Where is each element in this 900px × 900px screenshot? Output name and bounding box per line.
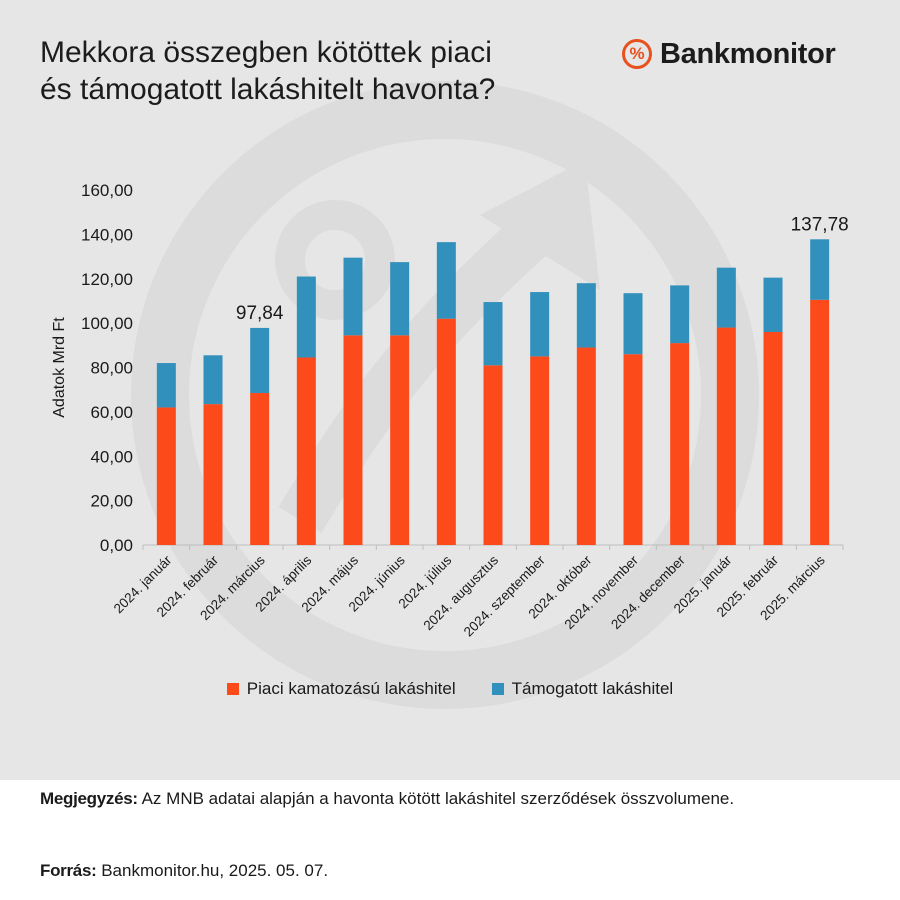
y-tick-label: 160,00 — [81, 181, 133, 200]
bar-segment-subsidized — [343, 257, 363, 336]
bar-segment-market — [670, 343, 690, 545]
bar-segment-subsidized — [296, 276, 316, 358]
chart-title: Mekkora összegben kötöttek piaci és támo… — [40, 34, 600, 108]
title-line-2: és támogatott lakáshitelt havonta? — [40, 73, 496, 106]
y-axis-title: Adatok Mrd Ft — [51, 317, 68, 418]
bar-segment-market — [576, 347, 596, 545]
y-tick-label: 20,00 — [90, 492, 133, 511]
legend-item-market: Piaci kamatozású lakáshitel — [226, 679, 456, 699]
bar-segment-market — [250, 393, 270, 545]
legend-swatch-subsidized — [491, 683, 504, 695]
data-label: 137,78 — [791, 214, 849, 235]
bar-segment-subsidized — [436, 242, 456, 319]
y-tick-label: 120,00 — [81, 270, 133, 289]
legend-label-market: Piaci kamatozású lakáshitel — [246, 679, 456, 698]
bar-segment-market — [483, 365, 503, 545]
bar-segment-subsidized — [390, 262, 410, 336]
chart-panel: Mekkora összegben kötöttek piaci és támo… — [0, 0, 900, 780]
y-tick-label: 40,00 — [90, 447, 133, 466]
y-tick-label: 60,00 — [90, 403, 133, 422]
bar-segment-market — [623, 354, 643, 545]
bar-segment-subsidized — [203, 355, 223, 405]
bar-segment-market — [436, 318, 456, 545]
y-tick-label: 100,00 — [81, 314, 133, 333]
legend-item-subsidized: Támogatott lakáshitel — [491, 679, 674, 699]
source-note: Forrás: Bankmonitor.hu, 2025. 05. 07. — [40, 861, 328, 881]
bar-segment-subsidized — [156, 363, 176, 408]
title-line-1: Mekkora összegben kötöttek piaci — [40, 36, 492, 69]
footnote: Megjegyzés: Az MNB adatai alapján a havo… — [40, 789, 734, 809]
percent-icon: % — [622, 39, 652, 69]
legend-label-subsidized: Támogatott lakáshitel — [511, 679, 674, 698]
bar-segment-subsidized — [250, 327, 270, 394]
bar-chart: 0,00 20,00 40,00 60,00 80,00 100,00 120,00 140,… — [51, 181, 849, 640]
bar-segment-subsidized — [763, 277, 783, 332]
bar-segment-subsidized — [670, 285, 690, 344]
bar-segment-market — [203, 404, 223, 545]
bar-segment-market — [390, 335, 410, 545]
y-tick-label: 140,00 — [81, 225, 133, 244]
y-tick-label: 0,00 — [100, 536, 133, 555]
bar-segment-subsidized — [623, 293, 643, 355]
footnote-text: Az MNB adatai alapján a havonta kötött l… — [141, 789, 735, 808]
bar-segment-subsidized — [810, 239, 830, 300]
bar-segment-market — [156, 407, 176, 545]
legend-swatch-market — [226, 683, 239, 695]
bar-segment-market — [716, 327, 736, 545]
legend: Piaci kamatozású lakáshitel Támogatott l… — [0, 679, 900, 699]
x-tick-label: 2024. szeptember — [461, 552, 548, 639]
bar-segment-market — [343, 335, 363, 545]
bar-segment-market — [296, 357, 316, 545]
bar-segment-market — [810, 299, 830, 545]
brand-name: Bankmonitor — [660, 37, 836, 70]
bar-segment-subsidized — [576, 283, 596, 348]
bar-segment-subsidized — [716, 267, 736, 328]
footnote-label: Megjegyzés: — [40, 789, 138, 808]
bar-segment-market — [763, 332, 783, 545]
source-label: Forrás: — [40, 861, 97, 880]
y-tick-label: 80,00 — [90, 359, 133, 378]
source-text: Bankmonitor.hu, 2025. 05. 07. — [101, 861, 329, 880]
bar-segment-subsidized — [530, 292, 550, 357]
bar-segment-subsidized — [483, 302, 503, 366]
bar-segment-market — [530, 356, 550, 545]
data-label: 97,84 — [236, 303, 284, 324]
brand-logo: % Bankmonitor — [622, 36, 836, 72]
